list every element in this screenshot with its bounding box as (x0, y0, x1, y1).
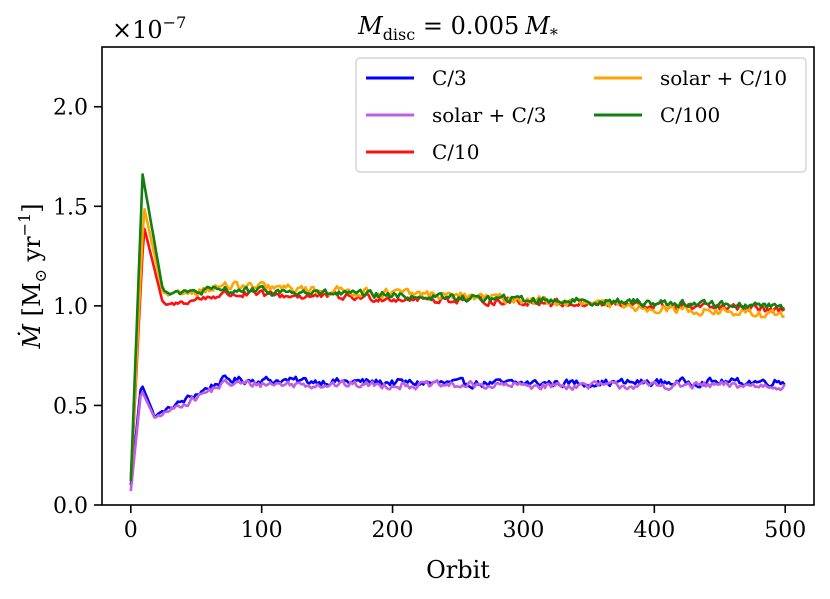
x-tick-label: 100 (241, 518, 283, 543)
legend: C/3 solar + C/3 C/10 solar + C/10 C/100 (355, 57, 807, 173)
x-tick-label: 0 (124, 518, 138, 543)
y-tick-label: 1.0 (53, 295, 88, 320)
y-tick-label: 0.0 (53, 494, 88, 519)
legend-label: C/10 (432, 140, 480, 164)
plot-frame (101, 46, 815, 506)
series-line-c10 (129, 227, 786, 482)
y-offset-text: ×10−7 (112, 13, 186, 44)
series-line-solar-c10 (129, 208, 785, 482)
y-tick-label: 2.0 (53, 96, 88, 121)
x-tick-label: 500 (764, 518, 806, 543)
y-axis-label: Ṁ [M⊙ yr−1] (15, 203, 50, 349)
x-tick-label: 300 (502, 518, 544, 543)
legend-label: C/3 (432, 66, 467, 90)
x-axis-label: Orbit (426, 556, 490, 584)
series-line-c3 (129, 374, 786, 486)
x-tick-label: 200 (372, 518, 414, 543)
legend-label: solar + C/3 (432, 103, 546, 127)
series-line-c100 (129, 173, 785, 482)
x-tick-label: 400 (633, 518, 675, 543)
y-tick-label: 0.5 (53, 394, 88, 419)
legend-label: C/100 (660, 103, 720, 127)
legend-frame (355, 57, 807, 173)
chart-title: Mdisc = 0.005 M* (357, 12, 558, 44)
y-tick-label: 1.5 (53, 195, 88, 220)
series-line-solar-c3 (129, 378, 786, 492)
legend-label: solar + C/10 (660, 66, 787, 90)
